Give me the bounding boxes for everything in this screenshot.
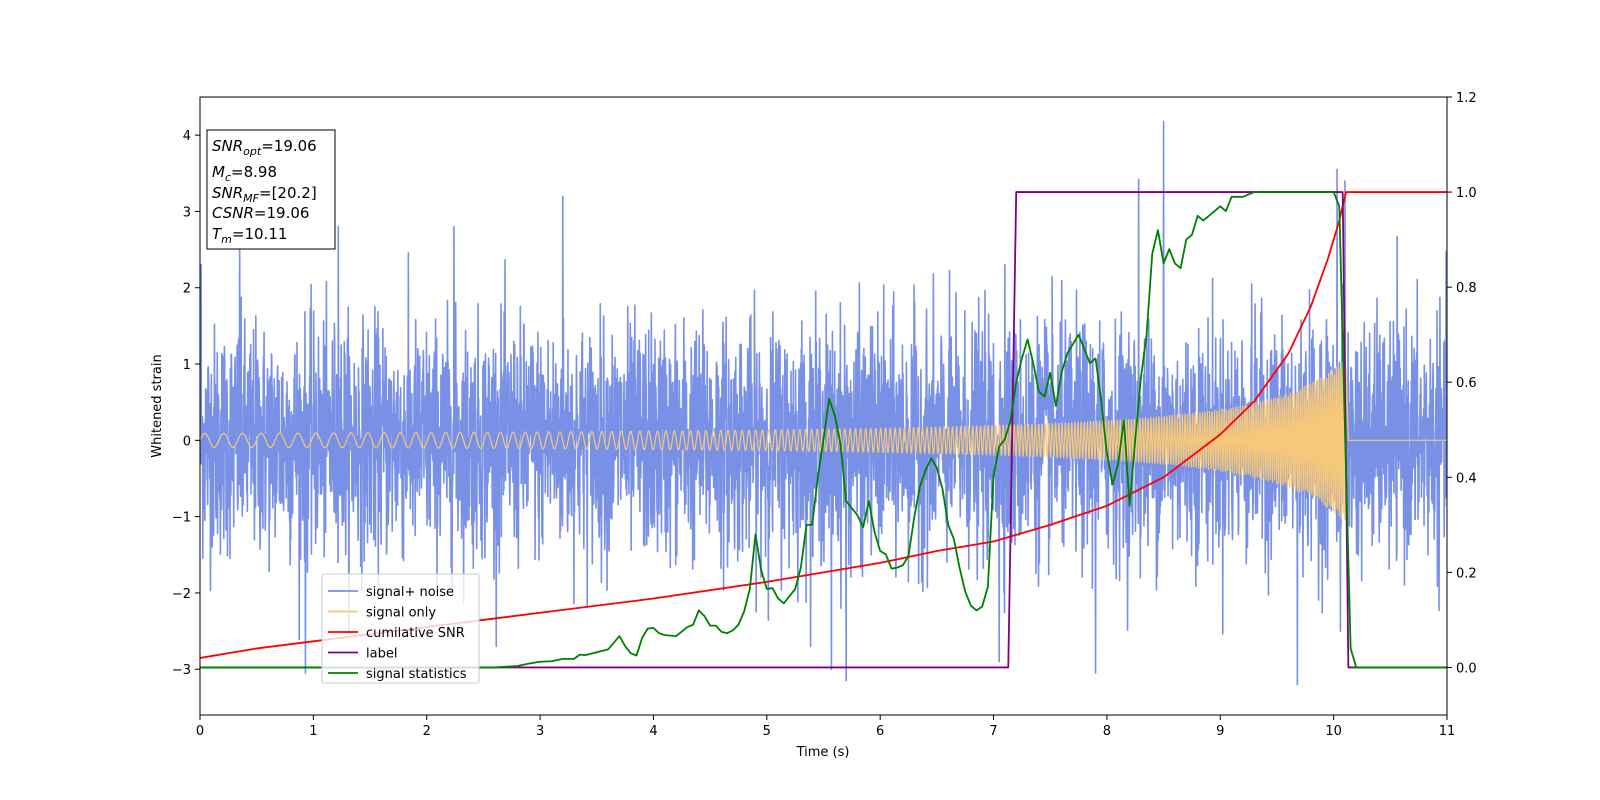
annotation-line: SNRMF=[20.2]	[212, 184, 317, 205]
x-tick-label: 8	[1103, 724, 1111, 739]
series-line-signal-noise	[200, 120, 1447, 686]
y-right-tick-label: 1.2	[1456, 91, 1477, 106]
y-right-tick-label: 0.2	[1456, 566, 1477, 581]
x-tick-label: 4	[649, 724, 657, 739]
legend-label-signal-only: signal only	[366, 606, 436, 621]
x-tick-label: 2	[423, 724, 431, 739]
annotation-lines: SNRopt=19.06 Mc=8.98SNRMF=[20.2]CSNR=19.0…	[212, 137, 317, 246]
y-right-tick-label: 0.8	[1456, 281, 1477, 296]
y-left-tick-label: 1	[183, 358, 191, 373]
y-right-tick-label: 0.4	[1456, 471, 1477, 486]
y-left-tick-label: −3	[172, 663, 191, 678]
y-left-tick-label: 4	[183, 129, 191, 144]
x-tick-label: 3	[536, 724, 544, 739]
x-tick-label: 6	[876, 724, 884, 739]
x-tick-label: 1	[309, 724, 317, 739]
y-right-tick-label: 0.0	[1456, 661, 1477, 676]
y-axis-label: Whitened strain	[150, 354, 165, 457]
x-tick-label: 11	[1439, 724, 1456, 739]
series-line-cumilative-snr	[200, 191, 1447, 659]
y-left-tick-label: 3	[183, 205, 191, 220]
x-axis: 0 1 2 3 4 5 6 7 8 9 10 11	[196, 715, 1455, 739]
x-tick-label: 10	[1325, 724, 1342, 739]
x-tick-label: 5	[763, 724, 771, 739]
series-line-signal-only	[200, 360, 1447, 521]
y-left-tick-label: −1	[172, 511, 191, 526]
legend-items: signal+ noise signal only cumilative SNR la…	[328, 585, 467, 682]
legend-label-cumilative-snr: cumilative SNR	[366, 626, 465, 641]
y-left-tick-label: −2	[172, 587, 191, 602]
x-tick-label: 0	[196, 724, 204, 739]
annotation-line: Tm=10.11	[212, 225, 287, 246]
annotation-line: CSNR=19.06	[212, 204, 309, 222]
y-left-tick-label: 0	[183, 434, 191, 449]
legend-label-signal-noise: signal+ noise	[366, 585, 454, 600]
annotation-line: Mc=8.98	[212, 163, 277, 184]
y-right-tick-label: 1.0	[1456, 186, 1477, 201]
x-tick-label: 9	[1216, 724, 1224, 739]
annotation-line: SNRopt=19.06	[212, 137, 317, 158]
plot-frame	[199, 96, 1448, 716]
series-layer	[200, 120, 1447, 686]
y-axis-right: 0.0 0.2 0.4 0.6 0.8 1.0 1.2	[1447, 91, 1477, 676]
annotation-box: SNRopt=19.06 Mc=8.98SNRMF=[20.2]CSNR=19.0…	[206, 129, 336, 250]
y-right-tick-label: 0.6	[1456, 376, 1477, 391]
x-axis-label: Time (s)	[796, 745, 850, 760]
annotation-frame	[206, 129, 336, 250]
legend-frame	[321, 573, 480, 684]
legend: signal+ noise signal only cumilative SNR la…	[321, 573, 480, 684]
x-tick-label: 7	[989, 724, 997, 739]
series-line-signal-statistics	[200, 191, 1447, 669]
legend-label-signal-statistics: signal statistics	[366, 667, 467, 682]
y-axis-left: −3 −2 −1 0 1 2 3 4	[172, 129, 200, 678]
y-left-tick-label: 2	[183, 282, 191, 297]
legend-label-label: label	[366, 647, 397, 662]
